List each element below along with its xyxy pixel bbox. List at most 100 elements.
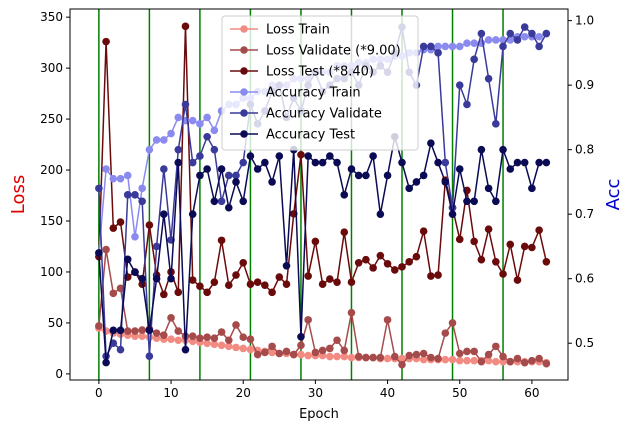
x-tick-label: 10 [163,386,178,400]
data-point [311,237,320,246]
data-point [145,352,154,360]
data-point [477,357,486,366]
data-point [203,333,211,341]
data-point [470,237,478,246]
data-point [224,342,233,351]
data-point [297,341,305,350]
data-point [448,355,457,364]
data-point [434,49,442,57]
data-point [116,326,125,335]
data-point [326,275,334,283]
data-point [160,331,168,339]
data-point [232,271,240,279]
data-point [513,36,522,44]
data-point [383,260,392,268]
data-point [152,242,161,251]
data-point [434,271,442,279]
data-point [188,332,197,340]
data-point [210,197,219,206]
legend-label: Loss Validate (*9.00) [266,44,401,59]
x-axis-label: Epoch [299,407,339,422]
data-point [347,278,356,286]
y-right-tick-label: 0.6 [575,272,594,286]
data-point [174,113,183,122]
data-point [131,327,139,335]
plot-frame [69,8,569,381]
data-point [455,42,464,51]
legend-swatch-marker [240,88,248,96]
data-point [528,184,536,193]
data-point [383,171,392,180]
data-point [470,197,478,206]
data-point [102,245,110,254]
data-point [513,276,522,284]
data-point [232,321,240,329]
data-point [268,342,276,351]
data-point [376,210,385,218]
data-point [470,55,478,64]
data-point [246,152,255,160]
data-point [441,178,450,186]
y-left-axis-label: Loss [8,175,29,214]
data-point [499,145,507,154]
data-point [427,272,435,280]
data-point [311,348,320,357]
data-point [520,32,529,41]
data-point [145,333,154,341]
data-point [224,203,233,212]
data-point [492,120,500,128]
data-point [383,316,392,324]
data-point [167,274,175,283]
data-point [390,352,399,361]
y-right-axis-ticks: 0.5 0.6 0.7 0.8 0.9 1.0 [568,14,594,350]
data-point [340,228,349,237]
data-point [520,23,529,31]
data-point [528,243,536,252]
data-point [419,349,428,358]
data-point [145,145,154,154]
data-point [181,345,190,354]
legend-item: Accuracy Train [230,86,361,101]
data-point [174,145,183,154]
data-point [311,158,320,167]
data-point [232,171,240,180]
data-point [304,272,312,280]
data-point [160,210,168,218]
data-point [484,184,493,193]
legend-swatch-marker [240,109,248,117]
data-point [535,226,543,234]
data-point [376,251,385,260]
x-axis-ticks: 0 10 20 30 40 50 60 [95,380,540,400]
data-point [419,42,428,51]
legend-swatch-marker [240,130,248,138]
data-point [275,349,284,358]
data-point [326,152,334,160]
data-point [326,344,334,353]
data-point [224,171,233,180]
data-point [333,158,341,167]
legend-label: Loss Train [266,23,330,38]
data-point [434,158,442,167]
data-point [160,136,168,144]
data-point [145,326,154,335]
data-point [123,171,132,180]
data-point [109,174,118,183]
data-point [239,258,248,267]
y-right-tick-label: 0.7 [575,207,594,221]
legend-swatch-marker [240,46,248,54]
y-left-tick-label: 200 [40,163,63,177]
data-point [232,343,240,352]
y-right-tick-label: 1.0 [575,14,594,28]
data-point [441,329,450,337]
data-point [405,184,414,193]
data-point [196,282,204,291]
y-right-tick-label: 0.9 [575,78,594,92]
y-left-tick-label: 150 [40,214,63,228]
data-point [441,158,450,167]
legend-box [221,15,419,151]
data-point [138,197,146,206]
data-point [499,42,507,51]
data-point [528,356,536,365]
